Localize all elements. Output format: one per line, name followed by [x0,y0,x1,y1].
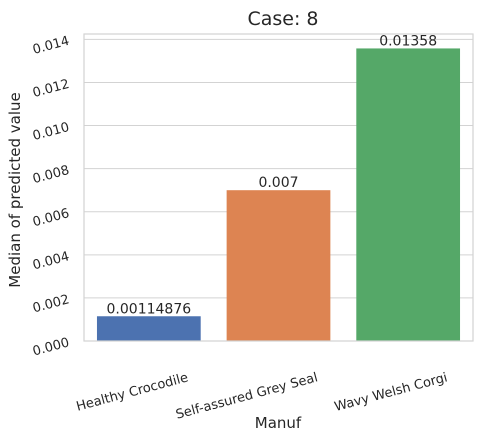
bars [96,48,461,341]
bar [96,316,201,341]
x-tick-label: Healthy Crocodile [75,370,190,414]
y-tick-label: 0.004 [31,249,71,273]
bar [356,48,461,341]
y-axis-ticks: 0.000 0.002 0.004 0.006 0.008 0.010 0.012 0.014 [31,34,71,360]
y-tick-label: 0.000 [31,335,71,359]
x-axis-title: Manuf [255,414,302,432]
data-label: 0.007 [258,175,298,191]
y-tick-label: 0.006 [31,206,71,230]
y-axis-title: Median of predicted value [6,92,24,287]
data-labels: 0.00114876 0.007 0.01358 [107,33,438,317]
y-tick-label: 0.002 [31,292,71,316]
x-tick-label: Wavy Welsh Corgi [333,370,449,415]
data-label: 0.01358 [379,33,437,49]
y-tick-label: 0.008 [31,163,71,187]
bar [226,190,331,341]
y-tick-label: 0.014 [31,34,71,58]
y-tick-label: 0.010 [31,120,71,144]
data-label: 0.00114876 [107,301,192,317]
plot-border [83,33,474,342]
chart-title: Case: 8 [247,8,318,30]
y-tick-label: 0.012 [31,77,71,101]
plot-frame [83,33,474,342]
